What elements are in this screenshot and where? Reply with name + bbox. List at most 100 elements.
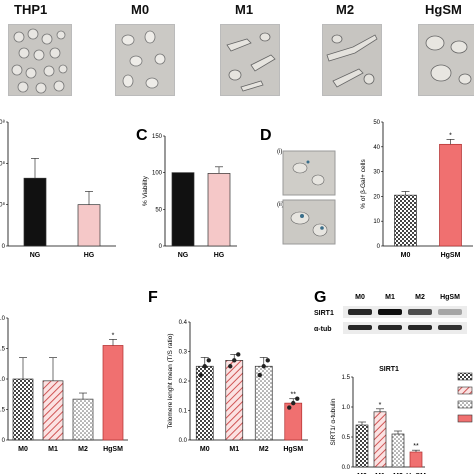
category-label: HG bbox=[214, 252, 225, 259]
d-image-ii-label: (ii) bbox=[277, 202, 284, 208]
significance-mark: ** bbox=[291, 392, 297, 399]
data-point bbox=[291, 400, 296, 406]
micrograph-m0 bbox=[115, 24, 175, 96]
y-tick-label: 20 bbox=[373, 194, 380, 200]
western-blot: M0 M1 M2 HgSM SIRT1 α-tub bbox=[314, 294, 467, 334]
category-label: M0 bbox=[18, 446, 28, 453]
significance-mark: * bbox=[112, 332, 115, 339]
bar bbox=[12, 378, 34, 441]
bar bbox=[42, 380, 64, 441]
category-label: M0 bbox=[401, 252, 411, 259]
panel-label-f: F bbox=[148, 289, 158, 306]
data-point bbox=[257, 372, 262, 378]
blot-row-label: SIRT1 bbox=[314, 310, 334, 317]
y-tick-label: 150 bbox=[152, 134, 163, 140]
micrograph-m1-art bbox=[221, 25, 279, 95]
blot-band bbox=[438, 325, 462, 330]
y-tick-label: 0.2 bbox=[179, 379, 188, 385]
bar bbox=[225, 360, 244, 441]
chart-d: 0 10 20 30 40 50 % of β-Gal+ cells M0 * HgSM bbox=[360, 120, 473, 259]
bar bbox=[373, 411, 387, 468]
category-label: HgSM bbox=[283, 446, 303, 453]
blot-row-label: α-tub bbox=[314, 326, 332, 333]
y-tick-label: 0 bbox=[2, 244, 6, 250]
y-tick-label: .5 bbox=[0, 408, 6, 414]
chart-c: 0 50 100 150 % Viability NG HG bbox=[142, 134, 237, 259]
y-tick-label: 1.5 bbox=[342, 375, 351, 381]
y-tick-label: 0 bbox=[159, 244, 163, 250]
category-label: M0 bbox=[200, 446, 210, 453]
y-tick-label: 0.0 bbox=[179, 438, 188, 444]
chart-title: SIRT1 bbox=[379, 366, 399, 373]
bar bbox=[254, 365, 273, 441]
data-point bbox=[198, 372, 203, 378]
y-axis-label: % of β-Gal+ cells bbox=[360, 159, 367, 209]
header-m0: M0 bbox=[131, 2, 150, 17]
y-tick-label: 5×10⁸ bbox=[0, 202, 5, 209]
y-tick-label: 1.5 bbox=[0, 347, 6, 353]
category-label: M1 bbox=[48, 446, 58, 453]
bar bbox=[102, 345, 124, 441]
data-point bbox=[295, 396, 300, 401]
y-tick-label: 0 bbox=[377, 244, 381, 250]
category-label: M1 bbox=[229, 446, 239, 453]
y-tick-label: 10 bbox=[373, 219, 380, 225]
micrograph-m0-art bbox=[116, 25, 174, 95]
y-tick-label: 0.1 bbox=[179, 409, 188, 415]
y-axis-label: SIRT1/ α-tubulin bbox=[330, 398, 337, 445]
data-point bbox=[287, 405, 292, 410]
bar bbox=[355, 424, 369, 468]
y-tick-label: 1.0 bbox=[342, 405, 351, 411]
bar bbox=[394, 194, 417, 247]
blot-lane-label: M1 bbox=[385, 294, 395, 301]
blot-band bbox=[408, 309, 432, 315]
chart-e: 0 .5 1.0 1.5 2.0 M0 M1 M2 * HgSM bbox=[0, 316, 128, 453]
bar bbox=[284, 402, 303, 441]
y-tick-label: 1.0 bbox=[0, 377, 6, 383]
data-point bbox=[206, 358, 211, 363]
blot-membrane bbox=[343, 306, 467, 318]
y-tick-label: 0.4 bbox=[179, 320, 188, 326]
chart-f: 0.0 0.1 0.2 0.3 0.4 Telomere lenght mean (T/S… bbox=[167, 320, 308, 453]
chart-b: 0 5×10⁸ 1×10⁸ 5×10⁸ NG HG bbox=[0, 119, 116, 259]
bar bbox=[195, 365, 214, 441]
category-label: HG bbox=[84, 252, 95, 259]
header-thp1: THP1 bbox=[14, 2, 48, 17]
blot-membrane bbox=[343, 322, 467, 334]
blot-band bbox=[348, 309, 372, 315]
micrograph-thp1 bbox=[8, 24, 72, 96]
legend-swatch bbox=[457, 414, 473, 423]
y-tick-label: 5×10⁸ bbox=[0, 119, 5, 126]
d-image-i bbox=[282, 150, 336, 196]
header-m2: M2 bbox=[336, 2, 355, 17]
y-tick-label: 50 bbox=[155, 207, 162, 213]
blot-band bbox=[348, 325, 372, 330]
header-m1: M1 bbox=[235, 2, 254, 17]
significance-mark: * bbox=[379, 402, 382, 409]
bar bbox=[409, 451, 423, 468]
bar bbox=[439, 143, 462, 247]
legend-swatch bbox=[457, 400, 473, 409]
category-label: NG bbox=[178, 252, 189, 259]
data-point bbox=[232, 358, 237, 363]
micrograph-hgsm-art bbox=[419, 25, 474, 95]
bar bbox=[23, 177, 47, 247]
category-label: HgSM bbox=[103, 446, 123, 453]
bar bbox=[207, 173, 231, 247]
blot-band bbox=[378, 325, 402, 330]
d-image-ii bbox=[282, 199, 336, 245]
data-point bbox=[261, 364, 266, 369]
y-tick-label: 30 bbox=[373, 170, 380, 176]
significance-mark: ** bbox=[413, 443, 419, 450]
panel-label-g: G bbox=[314, 289, 326, 306]
significance-mark: * bbox=[449, 132, 452, 139]
legend-swatch bbox=[457, 386, 473, 395]
blot-lane-label: M2 bbox=[415, 294, 425, 301]
micrograph-thp1-art bbox=[9, 25, 71, 95]
category-label: M2 bbox=[259, 446, 269, 453]
blot-lane-label: M0 bbox=[355, 294, 365, 301]
y-tick-label: 0.0 bbox=[342, 465, 351, 471]
bar bbox=[171, 172, 195, 247]
blot-lane-label: HgSM bbox=[440, 294, 460, 301]
